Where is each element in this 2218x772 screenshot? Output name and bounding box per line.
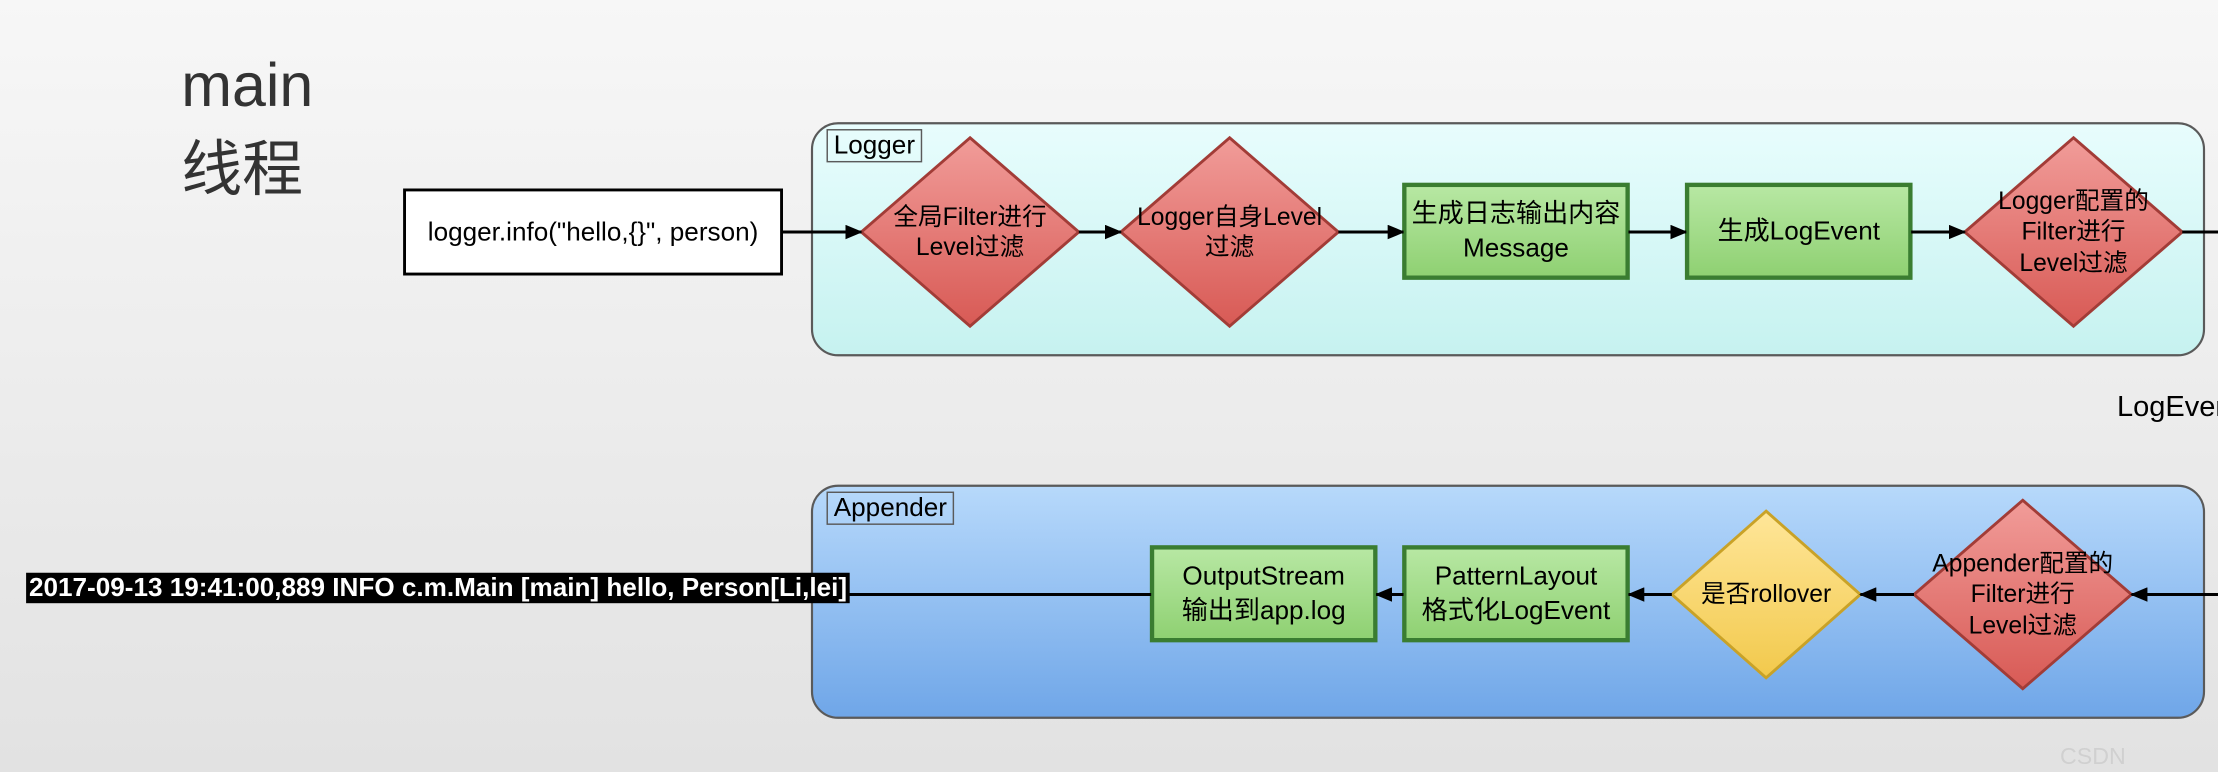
input-call-box: logger.info("hello,{}", person) [403,189,783,276]
edge-label-logevent: LogEvent [2117,392,2218,425]
page-title: main线程 [181,51,313,209]
process-ostream: OutputStream输出到app.log [1151,547,1376,641]
process-event: 生成LogEvent [1686,184,1911,278]
logger-group-label: Logger [827,129,923,162]
process-msg: 生成日志输出内容Message [1404,184,1629,278]
appender-group-label: Appender [827,492,955,525]
output-log-line: 2017-09-13 19:41:00,889 INFO c.m.Main [m… [26,573,850,603]
process-pattern: PatternLayout格式化LogEvent [1404,547,1629,641]
watermark: CSDN @BuluGuy [2060,745,2173,772]
